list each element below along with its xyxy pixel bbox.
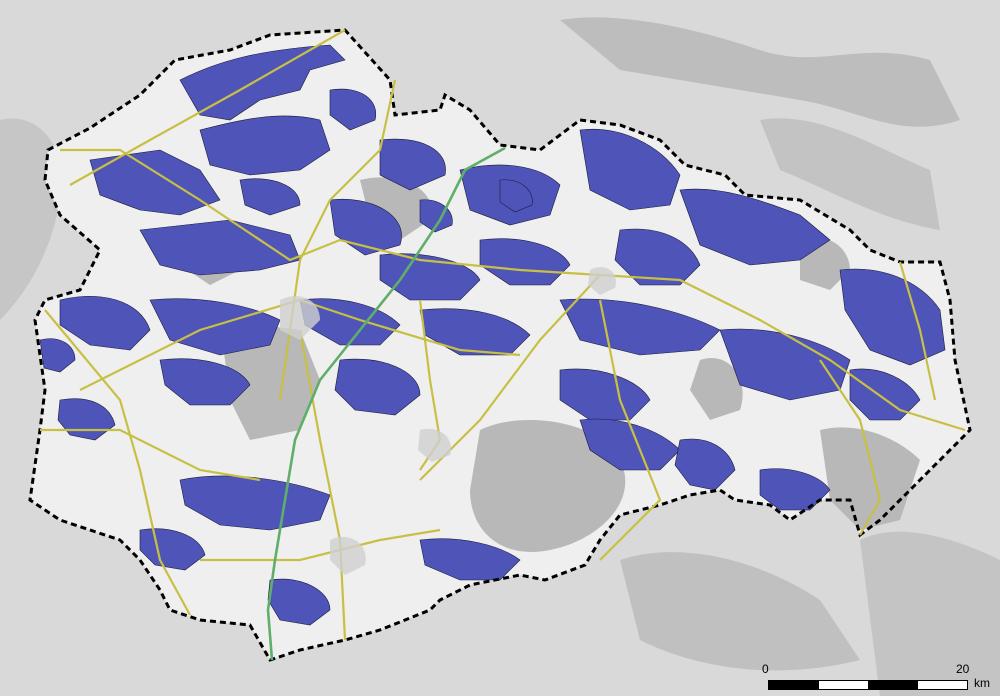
scale-segment: [868, 681, 918, 689]
water-protection-areas: [39, 44, 946, 626]
scale-segment: [769, 681, 819, 689]
scale-unit-label: km: [974, 676, 990, 690]
scale-segment: [918, 681, 968, 689]
town-areas: [280, 267, 616, 575]
rail-line: [266, 146, 506, 661]
scale-start-label: 0: [762, 662, 769, 676]
scale-end-label: 20: [956, 662, 970, 676]
scale-track: [768, 680, 968, 690]
scale-segment: [819, 681, 869, 689]
scale-bar: 0 20 km: [762, 662, 990, 692]
region-boundary: [28, 28, 972, 662]
